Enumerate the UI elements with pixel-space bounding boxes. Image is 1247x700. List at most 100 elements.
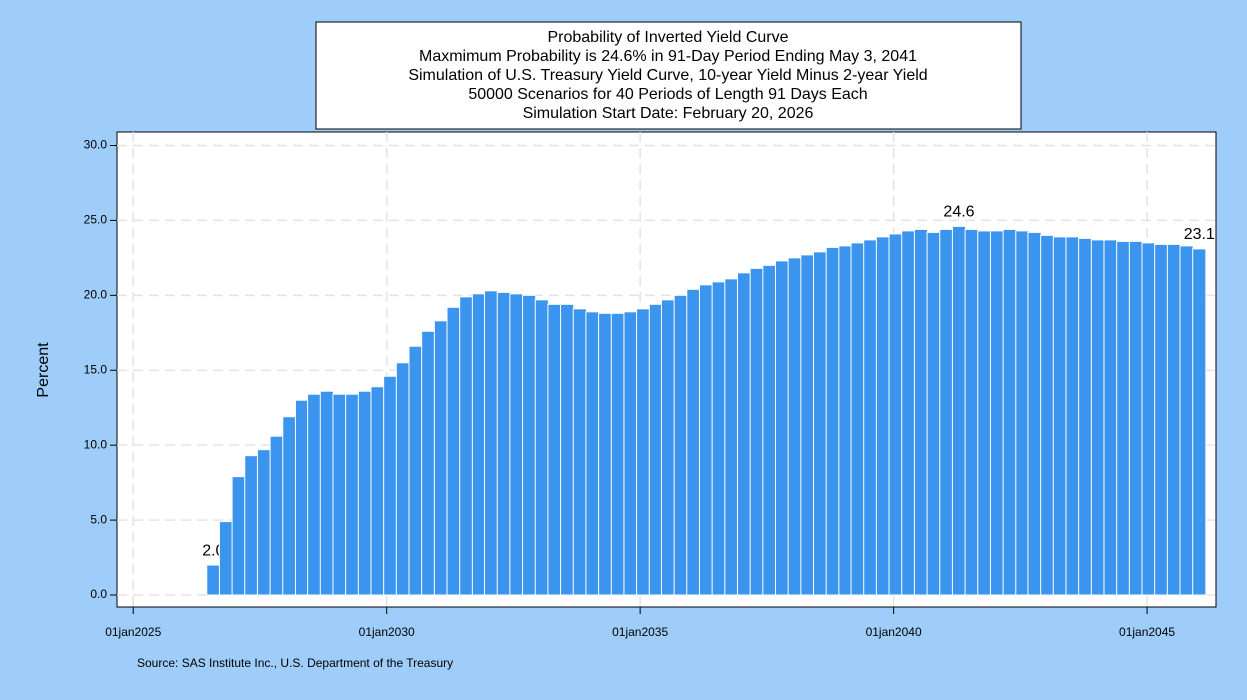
- chart-title-line: Simulation of U.S. Treasury Yield Curve,…: [408, 67, 927, 84]
- bar: [825, 246, 840, 596]
- bar: [787, 257, 802, 596]
- bar: [1090, 239, 1105, 596]
- bar: [951, 225, 967, 596]
- y-tick-label: 20.0: [84, 287, 108, 301]
- bar: [1040, 234, 1055, 596]
- x-tick-label: 01jan2040: [866, 625, 922, 639]
- bar: [206, 564, 221, 596]
- bar: [433, 320, 448, 596]
- bar: [446, 306, 461, 596]
- y-tick-label: 0.0: [90, 587, 107, 601]
- bar: [989, 230, 1005, 596]
- bar: [307, 393, 322, 596]
- title-box: [315, 21, 1022, 130]
- bar: [459, 296, 474, 596]
- bar: [977, 230, 992, 596]
- bar: [610, 312, 625, 596]
- chart-title-line: Probability of Inverted Yield Curve: [547, 29, 788, 46]
- bar: [1052, 236, 1067, 596]
- bar: [660, 299, 676, 596]
- titles: Probability of Inverted Yield Curve Maxmi…: [408, 29, 927, 122]
- bar: [1192, 248, 1207, 596]
- bar: [1103, 239, 1118, 596]
- bar: [1078, 237, 1093, 596]
- y-tick-label: 25.0: [84, 213, 108, 227]
- bar: [1027, 231, 1042, 596]
- bar: [838, 245, 853, 596]
- bar: [775, 260, 790, 596]
- bar: [939, 228, 954, 596]
- bar: [686, 288, 701, 596]
- bar: [509, 293, 524, 596]
- x-tick-label: 01jan2035: [612, 625, 668, 639]
- y-tick-label: 30.0: [84, 138, 108, 152]
- bar: [1116, 240, 1131, 596]
- y-tick-label: 15.0: [84, 362, 108, 376]
- bar: [408, 345, 423, 596]
- chart-title-line: 50000 Scenarios for 40 Periods of Length…: [468, 86, 867, 103]
- bar: [218, 521, 234, 596]
- bar: [585, 311, 600, 596]
- value-label: 24.6: [943, 204, 974, 221]
- bar: [560, 303, 575, 596]
- bar: [1154, 243, 1169, 596]
- bar: [282, 416, 297, 596]
- bar: [648, 303, 663, 596]
- x-tick-label: 01jan2045: [1119, 625, 1175, 639]
- bar: [471, 293, 487, 596]
- bar: [901, 230, 916, 596]
- bar: [256, 449, 272, 596]
- bar: [1166, 243, 1182, 596]
- chart-title-line: Simulation Start Date: February 20, 2026: [523, 105, 814, 122]
- y-tick-label: 5.0: [90, 512, 107, 526]
- bar: [863, 239, 878, 596]
- bar: [964, 228, 979, 596]
- bar: [395, 362, 410, 596]
- bar: [875, 236, 891, 596]
- source-note: Source: SAS Institute Inc., U.S. Departm…: [137, 656, 453, 670]
- bar: [421, 330, 436, 596]
- bars: 2.024.623.1: [202, 204, 1215, 596]
- bar: [1141, 242, 1156, 596]
- bar: [244, 455, 259, 596]
- bar: [800, 254, 815, 596]
- bar: [534, 299, 549, 596]
- bar: [736, 272, 752, 596]
- bar: [913, 228, 929, 596]
- value-label: 23.1: [1184, 226, 1215, 243]
- bar: [319, 390, 334, 596]
- bar: [724, 278, 739, 596]
- bar: [850, 242, 865, 596]
- bar: [1179, 245, 1194, 596]
- bar: [370, 386, 385, 596]
- bar: [623, 311, 638, 596]
- bar: [698, 284, 714, 596]
- bar: [332, 393, 347, 596]
- bar: [1065, 236, 1080, 596]
- bar: [357, 390, 372, 596]
- bar: [1015, 230, 1030, 596]
- bar: [813, 251, 828, 596]
- bar: [522, 294, 537, 596]
- bar: [711, 281, 726, 596]
- bar: [547, 303, 562, 596]
- bar: [673, 294, 688, 596]
- bar: [1128, 240, 1143, 596]
- bar: [269, 435, 284, 596]
- bar: [496, 291, 511, 596]
- bar: [926, 231, 941, 596]
- bar: [231, 476, 246, 596]
- y-tick-label: 10.0: [84, 437, 108, 451]
- bar: [383, 375, 398, 596]
- y-axis-label: Percent: [35, 342, 52, 398]
- bar: [572, 308, 587, 596]
- chart-title-line: Maxmimum Probability is 24.6% in 91-Day …: [419, 48, 917, 65]
- bar: [484, 290, 499, 596]
- x-tick-label: 01jan2025: [105, 625, 161, 639]
- x-tick-label: 01jan2030: [359, 625, 415, 639]
- bar: [345, 393, 360, 596]
- bar: [762, 264, 777, 596]
- bar: [749, 267, 764, 596]
